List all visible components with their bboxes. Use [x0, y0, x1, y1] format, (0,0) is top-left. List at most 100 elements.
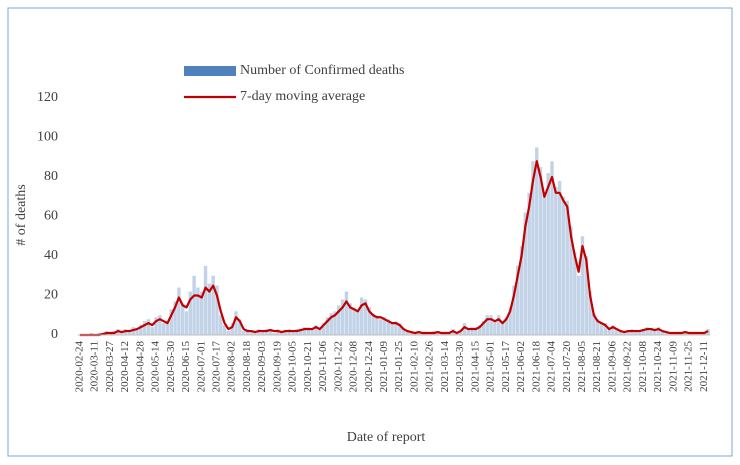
bar: [333, 311, 337, 335]
bar: [546, 173, 550, 335]
bar: [474, 327, 478, 335]
bar: [595, 319, 600, 335]
y-tick-label: 120: [37, 90, 58, 105]
bar: [356, 309, 360, 335]
bar: [268, 329, 272, 335]
bar: [154, 317, 158, 335]
bar: [409, 333, 413, 335]
bar: [634, 331, 638, 335]
x-tick-label: 2021-12-11: [698, 341, 710, 392]
bar: [561, 196, 566, 335]
x-tick-label: 2021-05-01: [485, 341, 497, 392]
x-tick-label: 2020-03-11: [89, 341, 101, 392]
bar: [302, 327, 307, 335]
legend-label: Number of Confirmed deaths: [240, 63, 404, 78]
bar: [394, 321, 398, 335]
x-tick-label: 2021-11-25: [683, 341, 695, 392]
x-tick-label: 2021-04-15: [469, 341, 481, 393]
bar: [516, 265, 520, 335]
bar: [656, 327, 661, 335]
bar: [626, 331, 630, 335]
bar: [146, 319, 151, 335]
bar: [310, 329, 314, 335]
bar: [188, 291, 193, 335]
x-tick-label: 2021-02-26: [424, 341, 436, 393]
bar: [279, 333, 284, 335]
x-tick-label: 2020-07-17: [210, 341, 222, 393]
x-tick-label: 2021-08-05: [576, 341, 588, 393]
legend-label: 7-day moving average: [240, 89, 365, 104]
bar: [390, 323, 394, 335]
line: [79, 160, 709, 337]
bar: [653, 329, 657, 335]
bar: [367, 307, 371, 335]
bar: [142, 321, 147, 335]
bar: [321, 323, 326, 335]
y-tick-label: 20: [44, 288, 58, 303]
bar: [504, 317, 509, 335]
bar: [314, 325, 318, 335]
bar: [611, 325, 615, 335]
x-tick-label: 2021-01-09: [378, 341, 390, 393]
bar: [580, 236, 585, 335]
bar: [397, 323, 402, 335]
x-tick-label: 2021-09-06: [606, 341, 618, 393]
bar: [207, 283, 212, 335]
bar: [557, 180, 562, 335]
legend-swatch: [184, 66, 236, 76]
x-tick-label: 2021-10-24: [652, 341, 664, 393]
bar: [211, 275, 215, 335]
bar: [344, 291, 349, 335]
y-tick-label: 0: [51, 327, 58, 342]
bar: [603, 323, 608, 335]
bar: [184, 311, 189, 335]
bar: [340, 299, 345, 335]
bar: [637, 331, 642, 335]
bar: [135, 329, 139, 335]
bar: [569, 226, 573, 335]
bar: [481, 321, 486, 335]
x-axis-label: Date of report: [347, 430, 426, 445]
bar: [169, 309, 173, 335]
bar: [253, 333, 257, 335]
x-tick-label: 2021-03-30: [454, 341, 466, 393]
bar: [607, 329, 611, 335]
y-tick-label: 40: [44, 248, 58, 263]
bar: [592, 313, 596, 335]
bar: [318, 329, 322, 335]
y-axis-label: # of deaths: [14, 184, 29, 245]
bar: [378, 319, 383, 335]
bar: [618, 331, 623, 335]
x-tick-label: 2020-07-01: [195, 341, 207, 392]
bar: [196, 287, 200, 335]
bar: [584, 256, 588, 335]
bar: [306, 327, 311, 335]
bar: [573, 252, 577, 335]
x-tick-label: 2020-10-05: [287, 341, 299, 393]
x-tick-label: 2021-06-02: [515, 341, 527, 392]
bar: [599, 323, 604, 335]
x-tick-label: 2020-04-28: [134, 341, 146, 393]
bar: [283, 331, 288, 335]
bar: [489, 315, 493, 335]
x-tick-label: 2020-06-15: [180, 341, 192, 393]
bar: [158, 315, 162, 335]
x-tick-label: 2021-06-18: [530, 341, 542, 393]
x-tick-label: 2021-02-10: [408, 341, 420, 393]
bar: [215, 285, 219, 335]
x-tick-label: 2021-07-20: [561, 341, 573, 393]
bar: [260, 331, 265, 335]
bar: [538, 167, 543, 335]
bar: [180, 303, 185, 335]
bar: [222, 325, 227, 335]
x-tick-label: 2020-08-18: [241, 341, 253, 393]
bar: [401, 329, 406, 335]
bar: [576, 275, 581, 335]
bar: [527, 192, 531, 335]
x-tick-label: 2020-12-08: [348, 341, 360, 393]
bar: [375, 315, 379, 335]
bar: [234, 311, 238, 335]
bar: [588, 291, 592, 335]
bar: [512, 285, 516, 335]
